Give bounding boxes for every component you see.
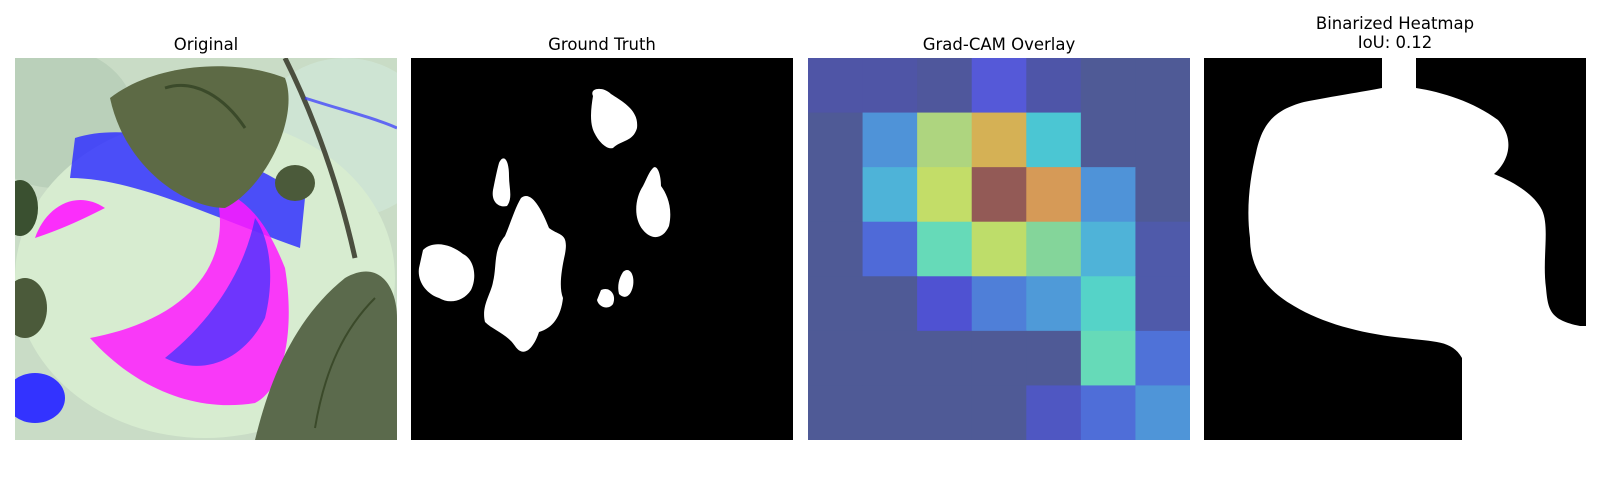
heatmap-cell — [862, 330, 918, 386]
heatmap-cell — [1135, 330, 1190, 386]
panel-title-gradcam: Grad-CAM Overlay — [922, 35, 1076, 54]
ground-truth-mask — [411, 58, 793, 440]
heatmap-cell — [1080, 276, 1136, 332]
heatmap-cell — [1026, 112, 1082, 168]
ground-truth-panel — [411, 58, 793, 440]
heatmap-cell — [917, 58, 973, 114]
panel-title-ground-truth: Ground Truth — [548, 35, 656, 54]
heatmap-cell — [971, 112, 1027, 168]
heatmap-cell — [1080, 112, 1136, 168]
heatmap-cell — [1026, 330, 1082, 386]
binarized-heatmap-panel — [1204, 58, 1586, 440]
heatmap-cell — [917, 112, 973, 168]
heatmap-cell — [808, 58, 864, 114]
binarized-heatmap-mask — [1204, 58, 1586, 440]
heatmap-cell — [862, 385, 918, 440]
heatmap-cell — [808, 221, 864, 277]
heatmap-cell — [808, 167, 864, 223]
heatmap-cell — [917, 221, 973, 277]
original-image-panel — [15, 58, 397, 440]
gradcam-overlay-panel — [808, 58, 1190, 440]
heatmap-cell — [862, 112, 918, 168]
heatmap-cell — [1135, 167, 1190, 223]
heatmap-cell — [971, 167, 1027, 223]
heatmap-cell — [917, 167, 973, 223]
heatmap-cell — [971, 330, 1027, 386]
heatmap-cell — [808, 330, 864, 386]
heatmap-cell — [862, 58, 918, 114]
heatmap-cell — [1080, 330, 1136, 386]
binarized-title: Binarized Heatmap — [1315, 14, 1475, 33]
heatmap-cell — [1026, 385, 1082, 440]
heatmap-cell — [1135, 276, 1190, 332]
heatmap-cell — [1135, 112, 1190, 168]
heatmap-cell — [917, 330, 973, 386]
heatmap-cell — [1026, 167, 1082, 223]
heatmap-cell — [971, 221, 1027, 277]
heatmap-cell — [862, 221, 918, 277]
iou-score: IoU: 0.12 — [1357, 33, 1433, 52]
heatmap-cell — [862, 276, 918, 332]
heatmap-cell — [862, 167, 918, 223]
heatmap-cell — [1080, 221, 1136, 277]
heatmap-cell — [1026, 58, 1082, 114]
heatmap-cell — [808, 276, 864, 332]
heatmap-cell — [808, 112, 864, 168]
heatmap-cell — [971, 385, 1027, 440]
heatmap-cell — [1135, 221, 1190, 277]
heatmap-cell — [808, 385, 864, 440]
heatmap-cell — [1080, 167, 1136, 223]
heatmap-cell — [971, 276, 1027, 332]
gradcam-heatmap — [808, 58, 1190, 440]
heatmap-cell — [1080, 385, 1136, 440]
heatmap-cell — [971, 58, 1027, 114]
heatmap-cell — [917, 385, 973, 440]
heatmap-cell — [1135, 58, 1190, 114]
heatmap-cell — [1026, 221, 1082, 277]
heatmap-cell — [917, 276, 973, 332]
heatmap-cell — [1026, 276, 1082, 332]
heatmap-cell — [1080, 58, 1136, 114]
heatmap-cell — [1135, 385, 1190, 440]
original-leaf-image — [15, 58, 397, 440]
panel-title-original: Original — [173, 35, 239, 54]
panel-title-binarized: Binarized Heatmap IoU: 0.12 — [1204, 14, 1586, 52]
